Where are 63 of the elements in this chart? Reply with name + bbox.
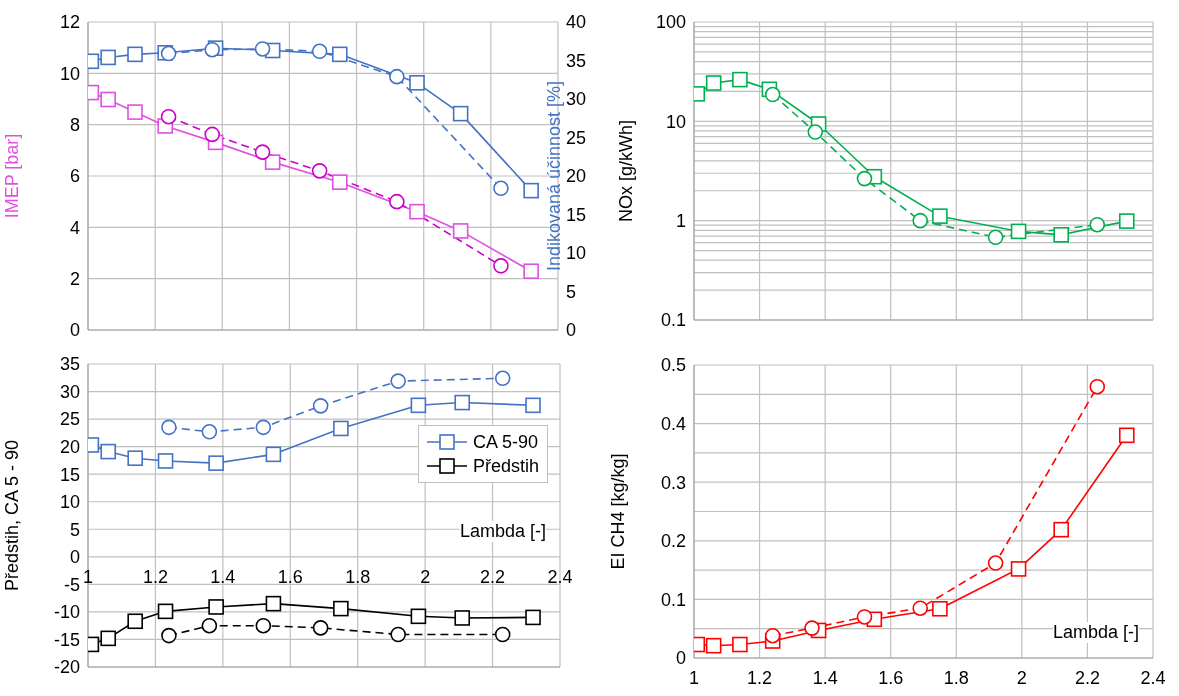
- y-tick-label: 0: [69, 320, 80, 341]
- y2-axis-title: Indikovaná účinnost [%]: [544, 80, 565, 272]
- x-tick-label: 2: [1016, 668, 1027, 689]
- x-tick-label: 1.8: [943, 668, 969, 689]
- y-tick-label: 15: [59, 464, 80, 485]
- x-tick-label: 1.4: [812, 668, 838, 689]
- y-tick-label: 12: [59, 12, 80, 33]
- y-tick-label: 20: [59, 437, 80, 458]
- y-tick-label: 100: [655, 12, 686, 33]
- y-tick-label: -10: [53, 602, 80, 623]
- x-axis-title: Lambda [-]: [459, 520, 546, 542]
- y-axis-title: NOx [g/kWh]: [616, 119, 637, 223]
- y2-tick-label: 25: [566, 127, 587, 148]
- x-tick-label: 2.4: [547, 567, 573, 588]
- y2-tick-label: 20: [566, 166, 587, 187]
- y-tick-label: 25: [59, 409, 80, 430]
- y-tick-label: 1: [675, 211, 686, 232]
- x-tick-label: 1.6: [277, 567, 303, 588]
- y-tick-label: 0.4: [660, 413, 686, 434]
- y-tick-label: 0.5: [660, 355, 686, 376]
- y-tick-label: 10: [59, 63, 80, 84]
- y-axis-title: IMEP [bar]: [2, 133, 23, 219]
- x-tick-label: 1.4: [210, 567, 236, 588]
- x-tick-label: 1.8: [345, 567, 371, 588]
- legend-label: CA 5-90: [472, 430, 538, 454]
- y-tick-label: 5: [69, 519, 80, 540]
- x-tick-label: 1: [82, 567, 94, 588]
- y-tick-label: 10: [59, 492, 80, 513]
- y-tick-label: 4: [69, 217, 80, 238]
- y-tick-label: 30: [59, 381, 80, 402]
- y-tick-label: 0.1: [660, 589, 686, 610]
- y-axis-title: Předstih, CA 5 - 90: [2, 439, 23, 592]
- y-tick-label: 0.3: [660, 472, 686, 493]
- x-tick-label: 2.2: [1074, 668, 1100, 689]
- y2-tick-label: 0: [566, 320, 577, 341]
- y-tick-label: 6: [69, 166, 80, 187]
- x-tick-label: 1.2: [142, 567, 168, 588]
- x-tick-label: 1.2: [747, 668, 773, 689]
- y2-tick-label: 5: [566, 281, 577, 302]
- y-tick-label: 8: [69, 115, 80, 136]
- y-tick-label: 0.1: [660, 310, 686, 331]
- y-tick-label: 0: [675, 648, 686, 669]
- y2-tick-label: 35: [566, 50, 587, 71]
- x-tick-label: 2: [420, 567, 431, 588]
- y2-tick-label: 15: [566, 204, 587, 225]
- y-tick-label: 35: [59, 354, 80, 375]
- x-tick-label: 1: [688, 668, 700, 689]
- x-tick-label: 1.6: [878, 668, 904, 689]
- y-tick-label: 0: [69, 547, 80, 568]
- y-tick-label: -15: [53, 629, 80, 650]
- y-tick-label: 0.2: [660, 531, 686, 552]
- y-tick-label: 2: [69, 269, 80, 290]
- y2-tick-label: 10: [566, 243, 587, 264]
- y2-tick-label: 40: [566, 12, 587, 33]
- y-axis-title: EI CH4 [kg/kg]: [608, 453, 629, 570]
- x-tick-label: 2.4: [1140, 668, 1166, 689]
- x-axis-title: Lambda [-]: [1052, 622, 1139, 643]
- y-tick-label: -5: [63, 574, 80, 595]
- x-tick-label: 2.2: [480, 567, 506, 588]
- legend-label: Předstih: [472, 454, 539, 478]
- y-tick-label: -20: [53, 657, 80, 678]
- y-tick-label: 10: [665, 111, 686, 132]
- y2-tick-label: 30: [566, 89, 587, 110]
